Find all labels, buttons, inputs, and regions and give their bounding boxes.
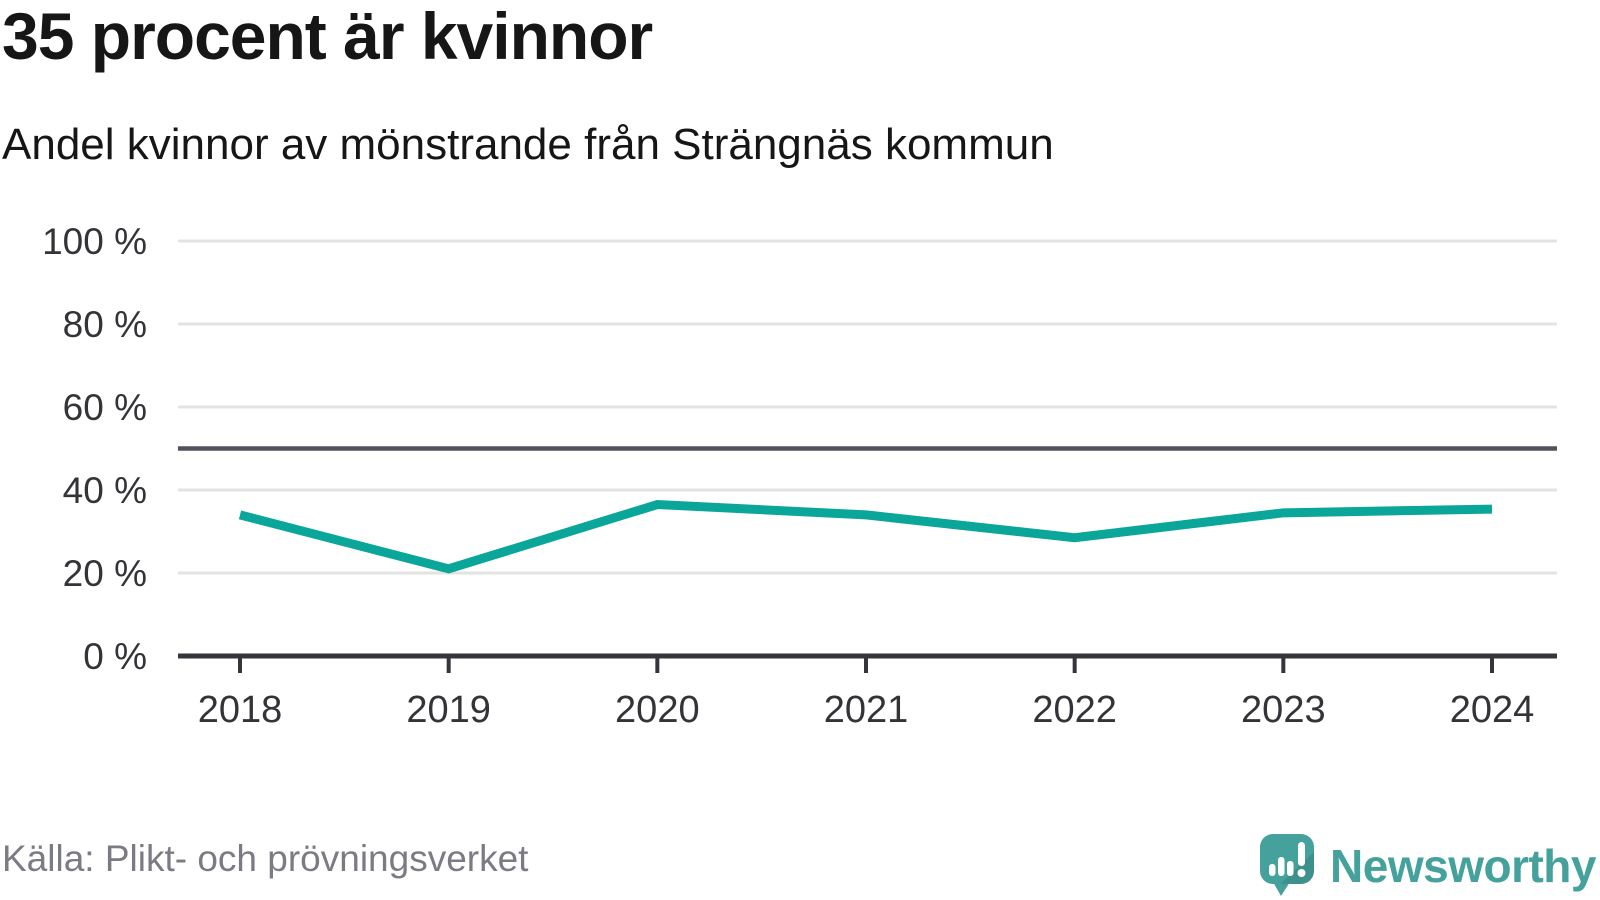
x-axis-tick-marks: [238, 656, 1494, 673]
x-tick-label-2022: 2022: [1032, 689, 1117, 731]
y-tick-label-100: 100 %: [42, 221, 147, 262]
y-tick-label-80: 80 %: [63, 304, 147, 345]
x-tick-label-2023: 2023: [1241, 689, 1326, 731]
x-tick-label-2018: 2018: [198, 689, 283, 731]
y-tick-label-20: 20 %: [63, 553, 147, 594]
source-note: Källa: Plikt- och prövningsverket: [2, 838, 529, 879]
x-tick-label-2021: 2021: [824, 689, 909, 731]
x-tick-label-2020: 2020: [615, 689, 700, 731]
chart-title: 35 procent är kvinnor: [2, 0, 653, 73]
newsworthy-logo[interactable]: Newsworthy: [1260, 834, 1596, 898]
x-tick-label-2019: 2019: [406, 689, 491, 731]
y-tick-label-0: 0 %: [83, 636, 147, 677]
chart-subtitle: Andel kvinnor av mönstrande från Strängn…: [2, 120, 1054, 169]
gridlines: [178, 239, 1557, 575]
newsworthy-wordmark: Newsworthy: [1330, 840, 1596, 892]
newsworthy-icon: [1260, 834, 1315, 896]
x-axis-tick-labels: 2018 2019 2020 2021 2022 2023 2024: [198, 689, 1535, 731]
y-tick-label-40: 40 %: [63, 470, 147, 511]
y-tick-label-60: 60 %: [63, 387, 147, 428]
y-axis-tick-labels: 0 % 20 % 40 % 60 % 80 % 100 %: [42, 221, 147, 677]
x-tick-label-2024: 2024: [1450, 689, 1535, 731]
data-line-series: [238, 499, 1493, 574]
